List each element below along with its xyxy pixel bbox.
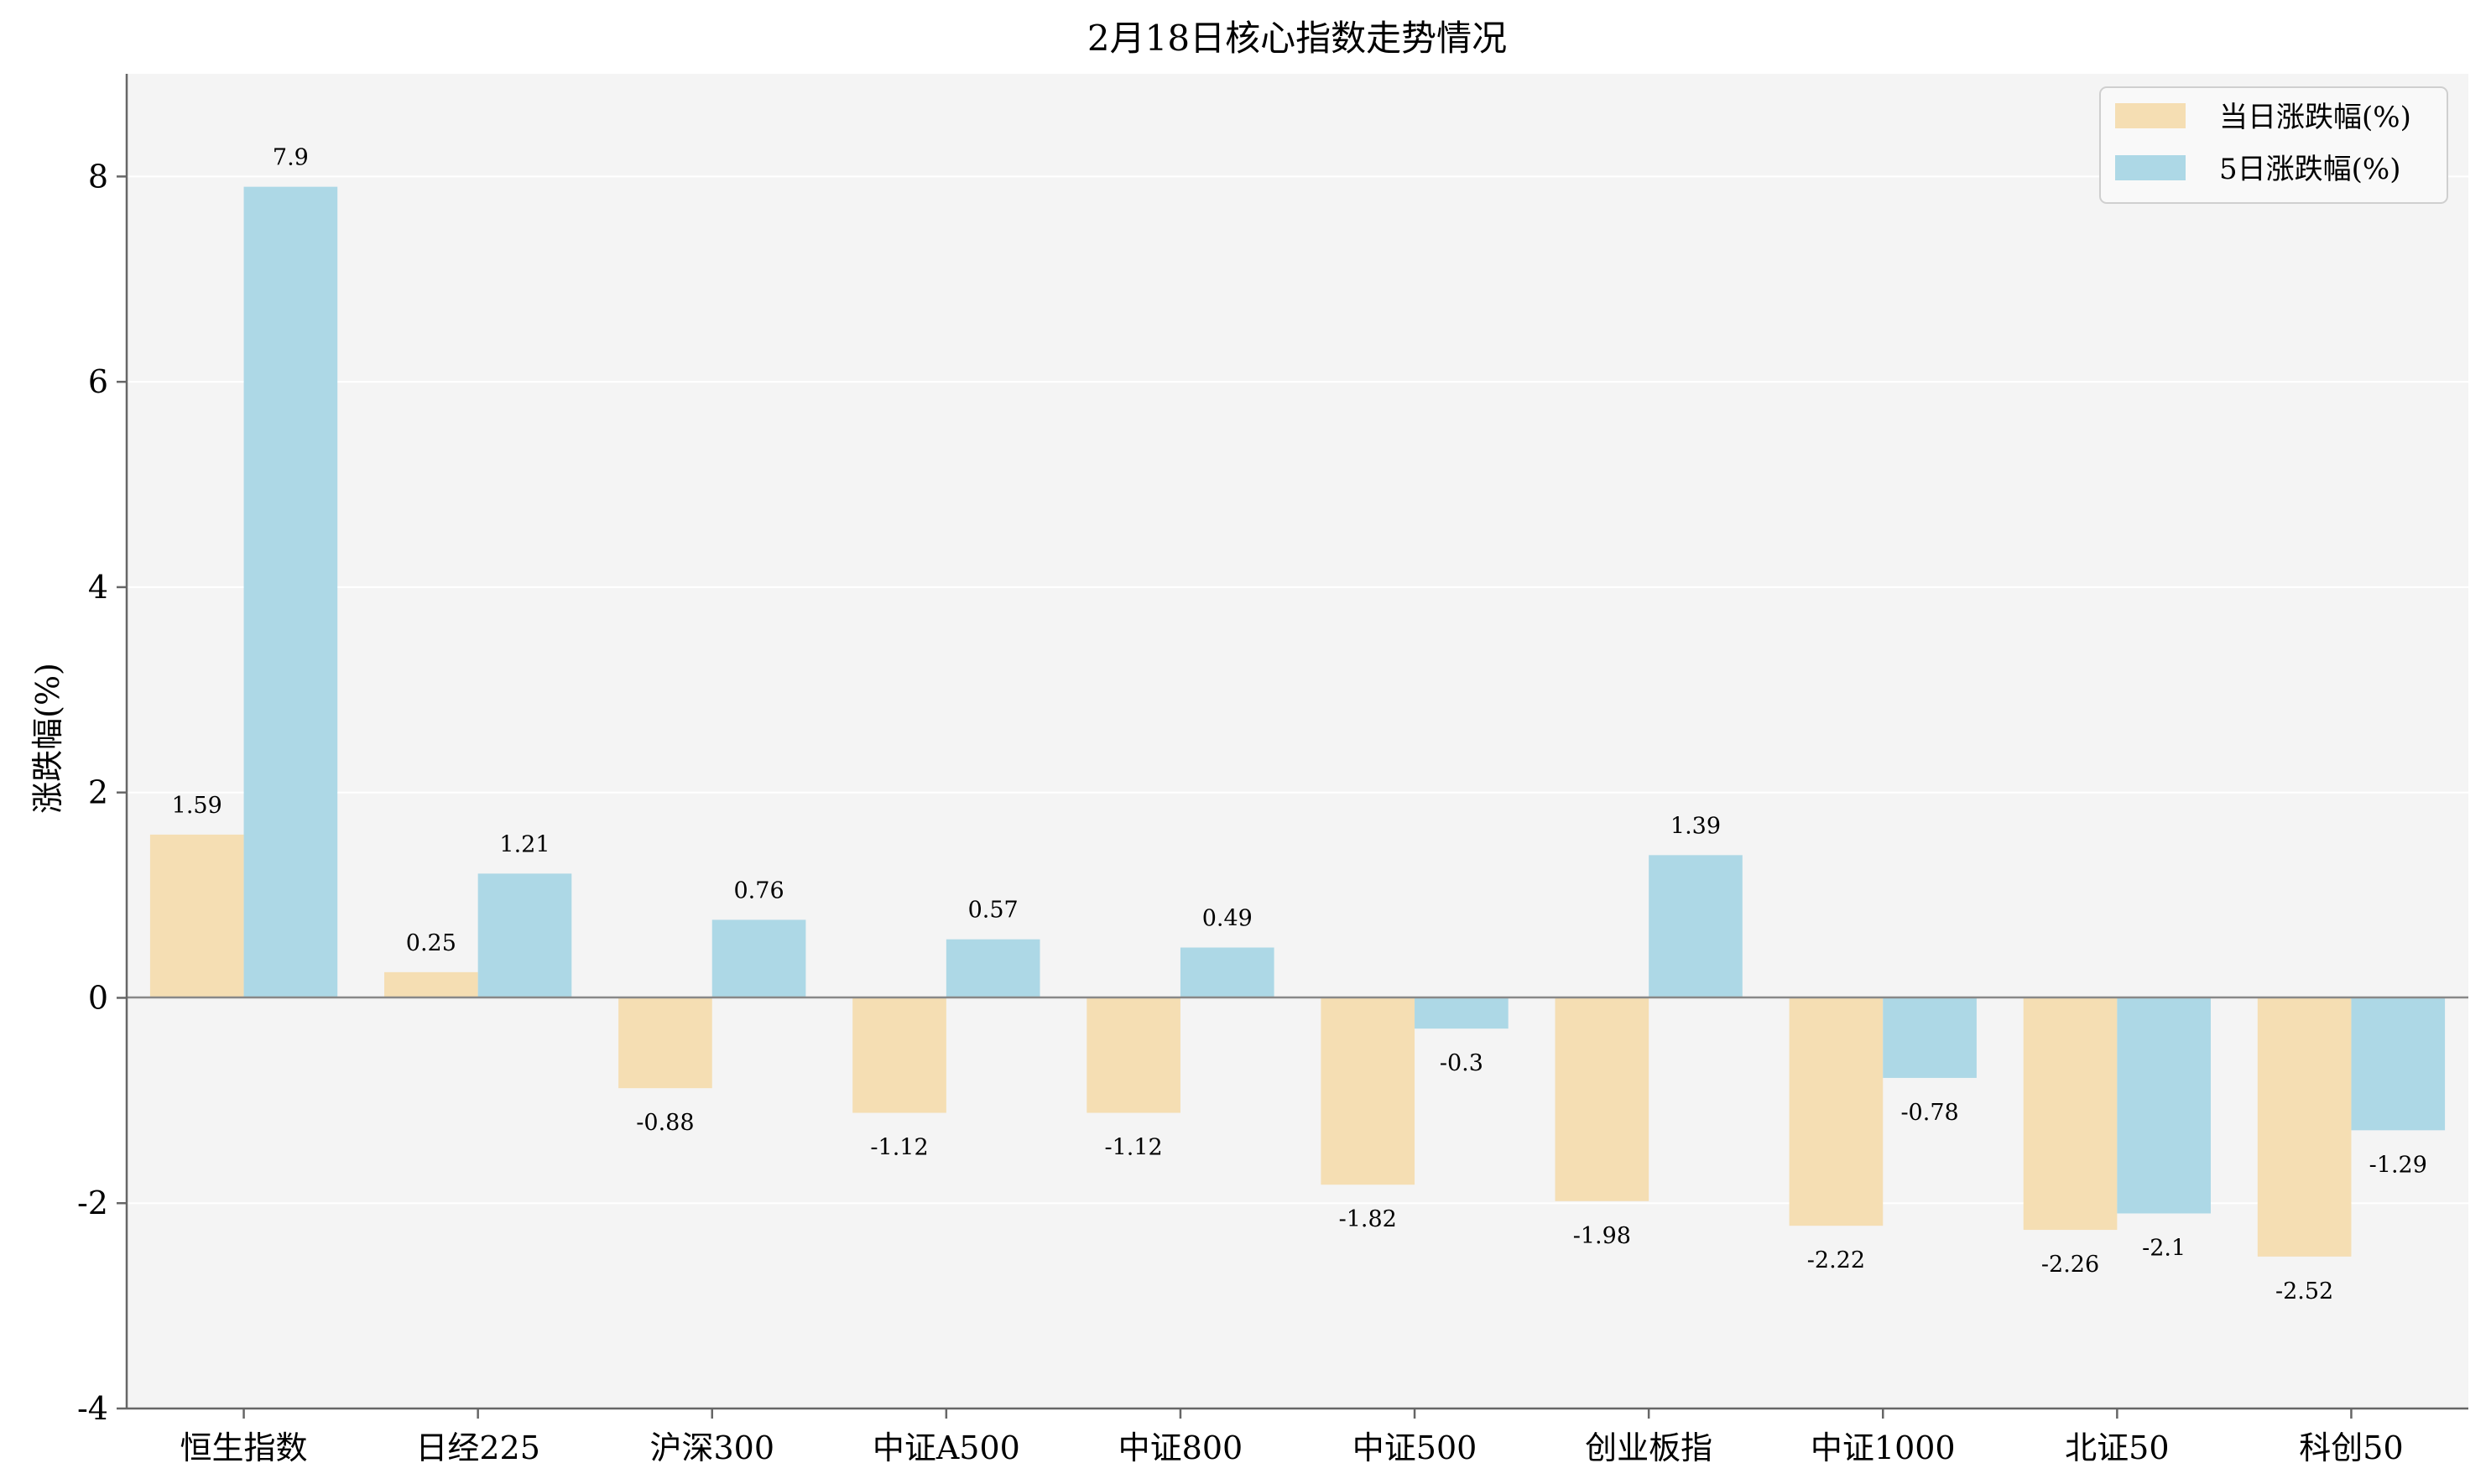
data-label: -0.3 xyxy=(1440,1050,1483,1076)
bar-daily xyxy=(1321,997,1415,1185)
data-label: 0.57 xyxy=(968,898,1019,924)
x-tick-label: 中证1000 xyxy=(1811,1429,1956,1466)
legend-swatch-daily xyxy=(2115,103,2186,128)
bar-daily xyxy=(618,997,712,1089)
data-label: -0.78 xyxy=(1900,1100,1958,1126)
bar-5day xyxy=(243,186,338,998)
data-label: 7.9 xyxy=(273,145,309,171)
data-label: 0.49 xyxy=(1202,905,1253,931)
data-label: 1.21 xyxy=(499,831,550,857)
data-label: 1.59 xyxy=(172,793,222,819)
data-labels: 1.59 7.9 0.25 1.21 -0.88 0.76 -1.12 0.57 -1.12 0.… xyxy=(172,145,2427,1304)
bar-daily xyxy=(1087,997,1180,1113)
data-label: -2.22 xyxy=(1807,1247,1865,1273)
y-axis-title: 涨跌幅(%) xyxy=(29,663,66,814)
y-tick-label: -4 xyxy=(77,1390,108,1427)
legend-box xyxy=(2099,86,2448,204)
data-label: -1.12 xyxy=(870,1135,928,1161)
bar-daily xyxy=(1789,997,1884,1226)
x-tick-label: 北证50 xyxy=(2065,1429,2169,1466)
legend-label-5day: 5日涨跌幅(%) xyxy=(2219,153,2400,186)
y-tick-label: 4 xyxy=(88,569,108,606)
data-label: 0.76 xyxy=(734,877,784,903)
data-label: -2.1 xyxy=(2142,1235,2186,1261)
legend-label-daily: 当日涨跌幅(%) xyxy=(2219,101,2411,134)
chart-title: 2月18日核心指数走势情况 xyxy=(1087,18,1507,59)
x-tick-label: 日经225 xyxy=(415,1429,540,1466)
data-label: -1.12 xyxy=(1105,1135,1163,1161)
legend-swatch-5day xyxy=(2115,155,2186,180)
data-label: -0.88 xyxy=(636,1110,694,1136)
y-ticks: -4 -2 0 2 4 6 8 xyxy=(77,158,127,1427)
bar-5day xyxy=(1883,997,1977,1078)
x-tick-label: 恒生指数 xyxy=(180,1429,308,1466)
bar-daily xyxy=(149,834,244,998)
bar-5day xyxy=(711,919,806,998)
data-label: -2.26 xyxy=(2041,1252,2099,1278)
y-tick-label: 8 xyxy=(88,158,108,195)
x-tick-label: 中证500 xyxy=(1352,1429,1477,1466)
bar-5day xyxy=(477,873,572,998)
bar-daily xyxy=(384,971,478,998)
y-tick-label: 6 xyxy=(88,363,108,400)
bar-daily xyxy=(852,997,946,1113)
bar-5day xyxy=(1180,947,1274,998)
data-label: 1.39 xyxy=(1670,813,1721,839)
x-tick-label: 科创50 xyxy=(2299,1429,2403,1466)
bar-5day xyxy=(2351,997,2446,1131)
bar-daily xyxy=(1555,997,1649,1201)
x-tick-label: 沪深300 xyxy=(649,1429,774,1466)
data-label: -1.98 xyxy=(1573,1223,1631,1249)
bar-5day xyxy=(946,939,1040,998)
bar-daily xyxy=(2023,997,2118,1231)
y-tick-label: 0 xyxy=(88,979,108,1016)
data-label: 0.25 xyxy=(406,930,456,956)
bar-5day xyxy=(2117,997,2211,1214)
x-ticks: 恒生指数 日经225 沪深300 中证A500 中证800 中证500 创业板指 中证1000… xyxy=(180,1408,2404,1466)
x-tick-label: 中证A500 xyxy=(873,1429,1020,1466)
y-tick-label: -2 xyxy=(77,1185,108,1221)
legend: 当日涨跌幅(%) 5日涨跌幅(%) xyxy=(2099,86,2448,204)
bars xyxy=(149,186,2446,1257)
data-label: -2.52 xyxy=(2275,1278,2333,1304)
x-tick-label: 中证800 xyxy=(1118,1429,1243,1466)
y-tick-label: 2 xyxy=(88,774,108,811)
bar-5day xyxy=(1415,997,1509,1029)
bar-daily xyxy=(2257,997,2352,1257)
data-label: -1.29 xyxy=(2369,1152,2427,1178)
x-tick-label: 创业板指 xyxy=(1585,1429,1712,1466)
data-label: -1.82 xyxy=(1339,1206,1397,1232)
bar-5day xyxy=(1649,855,1743,998)
